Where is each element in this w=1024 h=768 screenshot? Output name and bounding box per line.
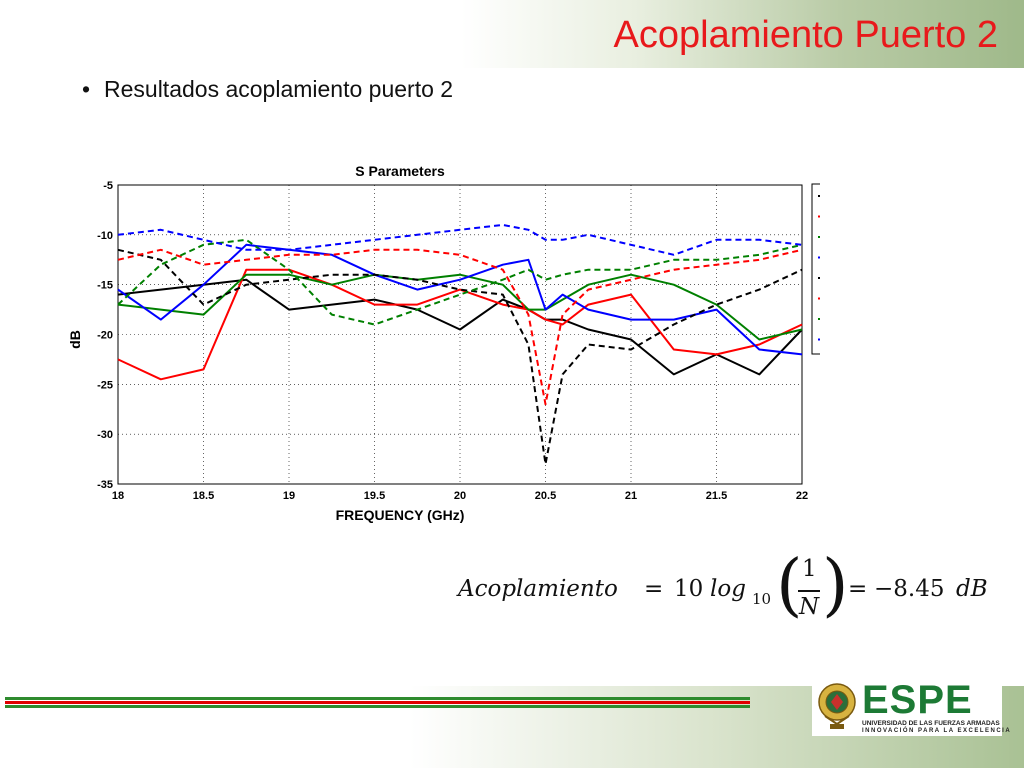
x-tick-label: 18 (112, 490, 124, 502)
series-line-s-27-simulated (117, 248, 803, 406)
x-tick-label: 19.5 (364, 490, 385, 502)
y-tick-label: -15 (97, 280, 113, 292)
y-tick-label: -35 (97, 479, 113, 491)
series-line-s-28-simulated (117, 238, 803, 326)
bullet-text: Resultados acoplamiento puerto 2 (104, 76, 454, 102)
chart-container: 18 18.5 19 19.5 20 20.5 21 21.5 22 -5 -10 -15 -20 -25… (60, 152, 981, 532)
formula-log-subscript: 10 (752, 590, 772, 608)
formula-denominator: N (799, 594, 820, 620)
logo-name: ESPE (862, 678, 973, 722)
x-tick-label: 21.5 (706, 490, 727, 502)
plot-frame (117, 184, 803, 485)
legend-box (811, 183, 981, 355)
slide-title: Acoplamiento Puerto 2 (613, 14, 998, 56)
formula-paren-right: ) (822, 546, 849, 625)
espe-logo: ESPE UNIVERSIDAD DE LAS FUERZAS ARMADAS … (812, 676, 1010, 736)
formula-paren-left: ( (776, 546, 803, 625)
y-tick-label: -10 (97, 230, 113, 242)
header-bar (0, 0, 1024, 68)
y-axis-label: dB (67, 330, 83, 349)
coupling-formula: Acoplamiento = 10 log 10 ( 1 N ) = −8.45… (458, 546, 998, 628)
formula-equals-1: = (644, 576, 664, 602)
bullet-item: • Resultados acoplamiento puerto 2 (82, 76, 453, 103)
formula-lhs: Acoplamiento (458, 576, 618, 602)
x-tick-label: 22 (796, 490, 808, 502)
s-parameters-chart: 18 18.5 19 19.5 20 20.5 21 21.5 22 -5 -10 -15 -20 -25… (67, 163, 981, 523)
formula-equals-2: = (848, 576, 868, 602)
y-tick-label: -25 (97, 379, 113, 391)
series-line-s-29-measured (117, 243, 803, 356)
x-tick-label: 18.5 (193, 490, 214, 502)
x-axis-label: FREQUENCY (GHz) (336, 507, 465, 523)
x-tick-label: 21 (625, 490, 637, 502)
formula-result: −8.45 (874, 576, 945, 602)
footer-stripes (5, 697, 750, 709)
plot-area (118, 185, 802, 484)
chart-title: S Parameters (355, 163, 445, 179)
series-line-s-28-measured (117, 273, 803, 341)
y-tick-label: -30 (97, 429, 113, 441)
series-line-s-29-simulated (117, 223, 803, 256)
series-line-s-27-measured (117, 268, 803, 381)
bullet-dot-icon: • (82, 76, 91, 102)
stripe-green (5, 697, 750, 700)
x-tick-label: 20.5 (535, 490, 556, 502)
series-line-s-26-measured (117, 278, 803, 376)
series-line-s-26-simulated (117, 248, 803, 466)
formula-coef: 10 (674, 576, 704, 602)
formula-numerator: 1 (802, 556, 817, 582)
y-tick-label: -5 (103, 180, 113, 192)
university-seal-icon (818, 683, 856, 729)
logo-motto: INNOVACIÓN PARA LA EXCELENCIA (862, 728, 1012, 734)
y-tick-label: -20 (97, 330, 113, 342)
stripe-red (5, 701, 750, 704)
x-tick-label: 19 (283, 490, 295, 502)
x-tick-label: 20 (454, 490, 466, 502)
stripe-green-2 (5, 705, 750, 708)
formula-fraction-bar (798, 590, 820, 592)
logo-subtitle: UNIVERSIDAD DE LAS FUERZAS ARMADAS (862, 720, 1000, 727)
formula-unit: dB (956, 576, 988, 602)
formula-log: log (710, 576, 746, 602)
